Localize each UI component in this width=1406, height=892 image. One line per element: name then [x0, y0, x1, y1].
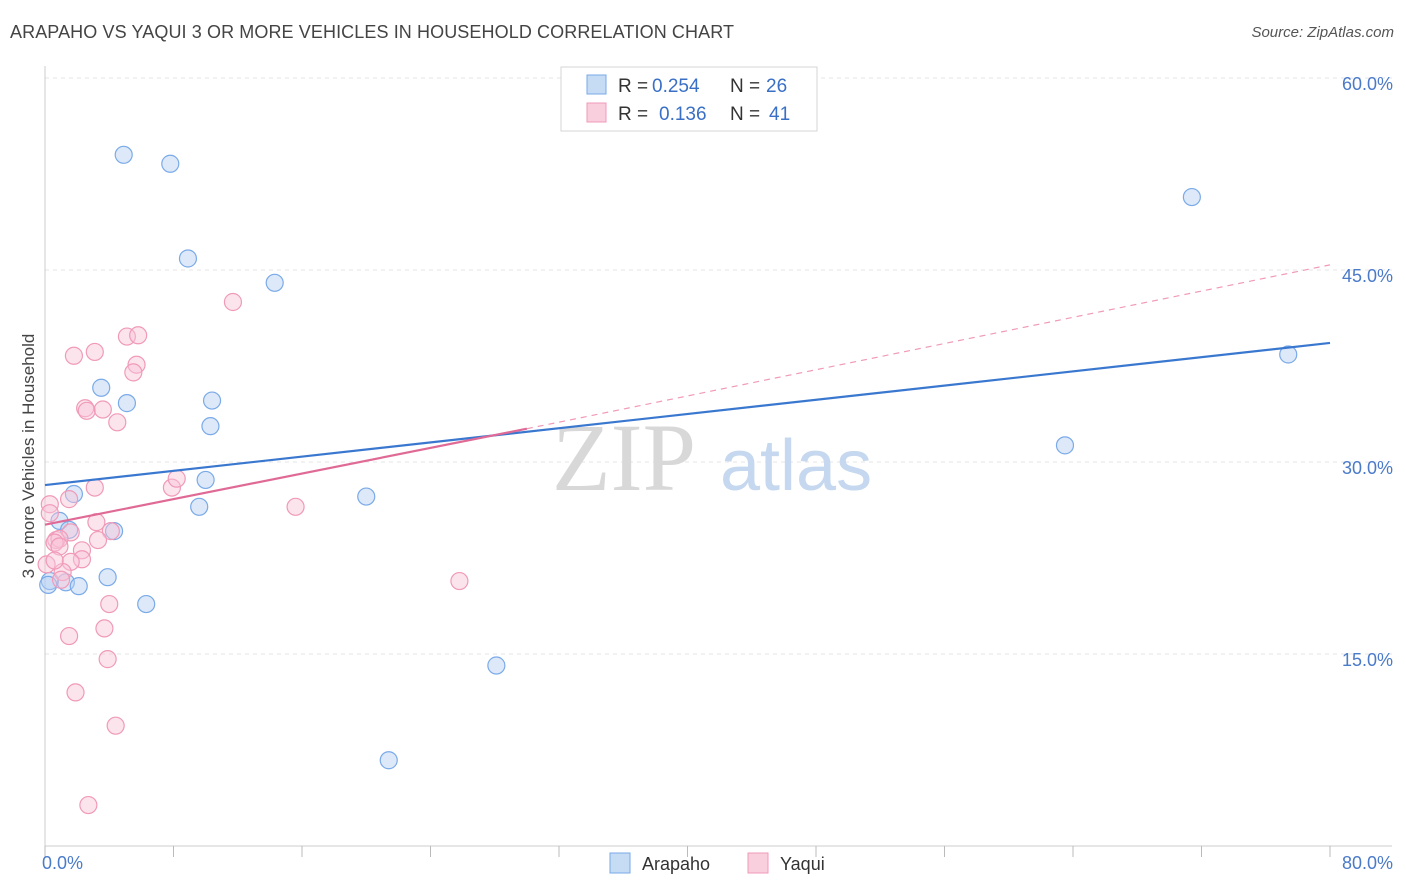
data-point-yaqui: [85, 342, 104, 362]
data-point-yaqui: [95, 619, 114, 638]
legend-r-label-yaqui: R =: [618, 104, 648, 125]
data-point-yaqui: [450, 571, 469, 591]
data-point-arapaho: [98, 568, 117, 587]
data-point-yaqui: [40, 504, 59, 523]
data-point-yaqui: [51, 570, 71, 589]
watermark-atlas: atlas: [720, 426, 872, 506]
data-point-arapaho: [161, 154, 180, 173]
data-point-yaqui: [61, 523, 80, 542]
legend-n-label-arapaho: N =: [730, 76, 760, 97]
data-point-yaqui: [77, 401, 96, 420]
data-point-arapaho: [69, 577, 88, 596]
data-point-yaqui: [223, 292, 243, 312]
legend-bottom-label-arapaho: Arapaho: [642, 854, 710, 874]
legend-bottom-swatch-yaqui: [747, 852, 769, 874]
data-point-arapaho: [357, 487, 376, 506]
data-point-yaqui: [59, 490, 79, 509]
legend-swatch-arapaho: [586, 74, 607, 95]
data-point-arapaho: [114, 145, 133, 164]
grid-lines: [45, 77, 1392, 655]
data-point-arapaho: [196, 470, 215, 490]
legend-r-value-arapaho: 0.254: [652, 76, 700, 97]
data-point-arapaho: [1055, 436, 1075, 455]
trend-lines: [44, 264, 1331, 526]
trend-line-yaqui-extension: [526, 264, 1331, 430]
data-point-yaqui: [100, 594, 119, 614]
data-point-yaqui: [50, 537, 69, 556]
data-point-yaqui: [59, 626, 79, 646]
data-point-yaqui: [88, 530, 108, 550]
data-point-yaqui: [98, 650, 117, 669]
data-point-yaqui: [167, 469, 186, 488]
legend-bottom-label-yaqui: Yaqui: [780, 854, 825, 874]
data-point-arapaho: [379, 751, 398, 770]
data-point-arapaho: [117, 394, 137, 413]
chart-source: Source: ZipAtlas.com: [1251, 24, 1394, 41]
data-point-yaqui: [45, 551, 64, 570]
legend-bottom: Arapaho Yaqui: [609, 852, 825, 874]
data-point-yaqui: [108, 413, 127, 432]
legend-swatch-yaqui: [586, 102, 607, 123]
data-point-arapaho: [201, 417, 220, 436]
data-point-arapaho: [178, 249, 198, 268]
axes: [44, 66, 1392, 857]
y-tick-label: 15.0%: [1342, 650, 1393, 670]
data-point-yaqui: [72, 550, 92, 569]
trend-line-yaqui: [44, 427, 528, 526]
data-point-yaqui: [129, 326, 148, 345]
data-point-arapaho: [202, 391, 222, 410]
data-point-yaqui: [93, 400, 112, 419]
data-point-yaqui: [101, 522, 120, 541]
data-point-yaqui: [64, 346, 84, 365]
legend-top: R = 0.254 N = 26 R = 0.136 N = 41: [560, 66, 818, 132]
legend-n-value-arapaho: 26: [766, 76, 787, 97]
legend-n-value-yaqui: 41: [769, 104, 790, 125]
data-point-yaqui: [162, 478, 181, 497]
data-point-arapaho: [64, 484, 84, 504]
tick-labels: 15.0% 30.0% 45.0% 60.0% 0.0% 80.0%: [42, 74, 1393, 873]
y-tick-label: 45.0%: [1342, 266, 1393, 286]
data-point-arapaho: [487, 656, 506, 675]
data-point-arapaho: [1279, 345, 1298, 364]
data-point-arapaho: [92, 378, 111, 397]
data-point-arapaho: [190, 497, 209, 516]
y-axis-label: 3 or more Vehicles in Household: [19, 334, 38, 579]
data-point-arapaho: [265, 273, 284, 292]
x-tick-label: 80.0%: [1342, 853, 1393, 873]
y-tick-label: 60.0%: [1342, 74, 1393, 94]
data-point-yaqui: [66, 683, 85, 702]
legend-r-value-yaqui: 0.136: [659, 104, 707, 125]
y-tick-label: 30.0%: [1342, 458, 1393, 478]
data-points: [37, 145, 1298, 815]
legend-r-label-arapaho: R =: [618, 76, 648, 97]
data-point-yaqui: [286, 497, 305, 516]
data-point-arapaho: [137, 594, 156, 614]
legend-bottom-swatch-arapaho: [609, 852, 631, 874]
data-point-yaqui: [106, 716, 125, 735]
data-point-arapaho: [1182, 187, 1201, 207]
chart-title: ARAPAHO VS YAQUI 3 OR MORE VEHICLES IN H…: [10, 22, 735, 42]
trend-line-arapaho: [44, 341, 1331, 487]
data-point-yaqui: [124, 363, 143, 382]
data-point-yaqui: [85, 478, 104, 497]
x-tick-label: 0.0%: [42, 853, 83, 873]
legend-n-label-yaqui: N =: [730, 104, 760, 125]
data-point-yaqui: [79, 795, 98, 815]
